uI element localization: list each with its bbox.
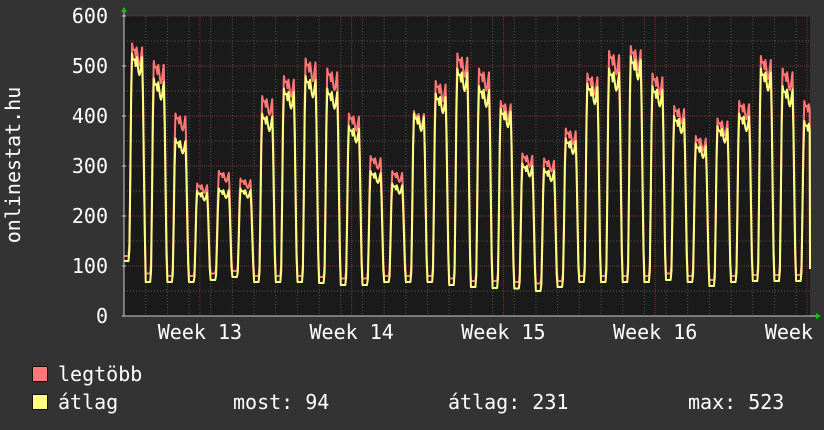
x-tick-label: Week 15: [461, 320, 545, 344]
x-tick-label: Week 14: [310, 320, 394, 344]
x-tick-label: Week 16: [613, 320, 697, 344]
series-line-1: [123, 52, 811, 292]
y-axis-label: onlinestat.hu: [1, 87, 25, 244]
x-tick-label: Week 13: [158, 320, 242, 344]
legend-swatch-atlag: [32, 394, 48, 410]
legend-label-atlag: átlag: [58, 390, 119, 414]
y-tick-label: 600: [72, 4, 108, 28]
y-tick-label: 200: [72, 204, 108, 228]
x-tick-label: Week 17: [765, 320, 824, 344]
stat-max: max: 523: [688, 390, 785, 414]
y-tick-label: 0: [96, 304, 108, 328]
stat-most: most: 94: [233, 390, 330, 414]
y-tick-label: 300: [72, 154, 108, 178]
legend-label-legtobb: legtöbb: [58, 362, 143, 386]
y-tick-label: 100: [72, 254, 108, 278]
legend-swatch-legtobb: [32, 366, 48, 382]
x-axis-arrow: [816, 313, 821, 319]
y-tick-label: 400: [72, 104, 108, 128]
stat-avg: átlag: 231: [448, 390, 569, 414]
y-axis-arrow: [121, 7, 127, 12]
y-tick-label: 500: [72, 54, 108, 78]
